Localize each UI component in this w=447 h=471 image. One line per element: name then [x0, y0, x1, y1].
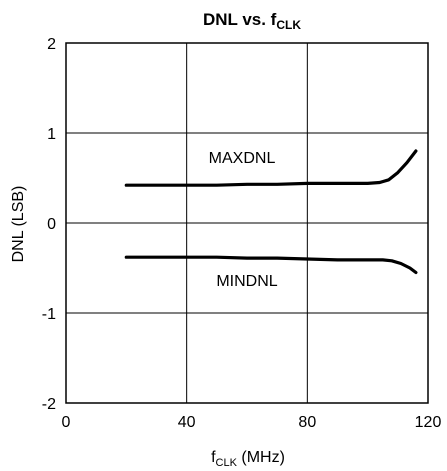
series-lines: [124, 149, 418, 275]
series-label-mindnl: MINDNL: [216, 273, 277, 290]
series-label-maxdnl: MAXDNL: [209, 150, 276, 167]
y-tick-label: 2: [47, 36, 56, 53]
x-axis-label: fCLK (MHz): [211, 449, 285, 469]
x-tick-label: 80: [298, 414, 316, 431]
grid-lines: [66, 43, 428, 403]
x-tick-label: 40: [178, 414, 196, 431]
y-tick-label: -1: [42, 306, 56, 323]
chart-title: DNL vs. fCLK: [203, 10, 301, 32]
series-line-mindnl: [124, 255, 418, 275]
plot-frame: [65, 42, 429, 404]
y-tick-label: 1: [47, 126, 56, 143]
y-axis-label: DNL (LSB): [10, 186, 27, 263]
series-line-maxdnl: [124, 149, 418, 187]
x-tick-label: 0: [62, 414, 71, 431]
y-tick-label: -2: [42, 396, 56, 413]
y-tick-label: 0: [47, 216, 56, 233]
x-tick-label: 120: [415, 414, 442, 431]
